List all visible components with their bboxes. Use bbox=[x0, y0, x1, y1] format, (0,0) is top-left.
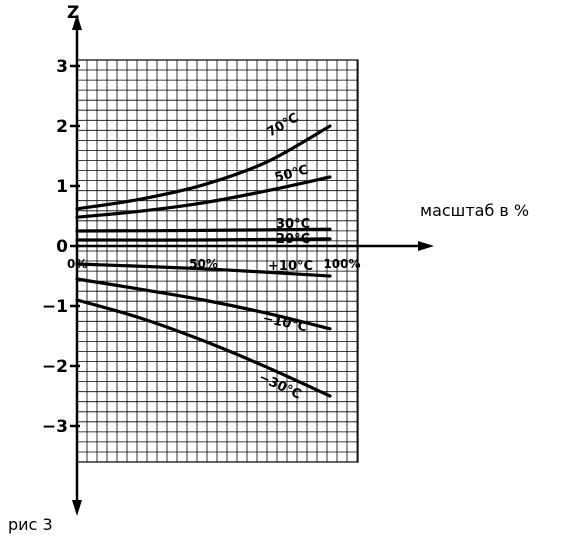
series-label: −30°C bbox=[256, 370, 303, 403]
x-axis-arrow bbox=[418, 241, 434, 251]
y-ticks: 3 2 1 0 −1 −2 −3 bbox=[42, 57, 80, 437]
series-line-3 bbox=[75, 227, 332, 233]
y-axis-arrow-down bbox=[72, 500, 82, 516]
series-line-1 bbox=[75, 124, 332, 211]
series-line-7 bbox=[75, 298, 332, 398]
y-tick-label: −1 bbox=[42, 297, 68, 317]
series-group bbox=[75, 124, 332, 398]
y-axis-arrow-up bbox=[72, 14, 82, 30]
x-tick-label: 0% bbox=[67, 257, 87, 271]
series-line-6 bbox=[75, 277, 332, 331]
series-line-5 bbox=[75, 262, 332, 278]
figure-caption: рис 3 bbox=[8, 515, 53, 534]
series-label: +10°C bbox=[268, 259, 313, 274]
y-tick-label: 1 bbox=[56, 177, 68, 197]
grid bbox=[76, 59, 359, 463]
y-tick-label: 3 bbox=[56, 57, 68, 77]
series-label: 70°C bbox=[265, 110, 302, 140]
x-ticks: 0% 50% 100% bbox=[67, 257, 361, 271]
x-axis-label: масштаб в % bbox=[420, 201, 529, 220]
y-axis-label: Z bbox=[67, 3, 79, 23]
x-tick-label: 50% bbox=[189, 257, 218, 271]
series-label: 30°C bbox=[276, 217, 310, 232]
x-tick-label: 100% bbox=[323, 257, 360, 271]
series-label: 20°C bbox=[276, 232, 310, 247]
y-tick-label: −3 bbox=[42, 417, 68, 437]
y-tick-label: 0 bbox=[56, 237, 68, 257]
y-tick-label: −2 bbox=[42, 357, 68, 377]
y-tick-label: 2 bbox=[56, 117, 68, 137]
series-line-2 bbox=[75, 175, 332, 219]
series-line-4 bbox=[75, 237, 332, 242]
